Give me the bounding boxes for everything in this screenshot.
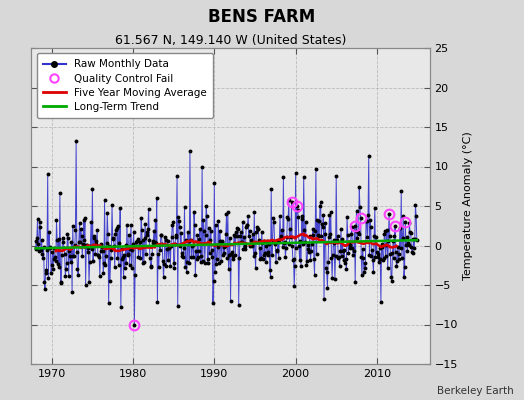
- Legend: Raw Monthly Data, Quality Control Fail, Five Year Moving Average, Long-Term Tren: Raw Monthly Data, Quality Control Fail, …: [37, 53, 213, 118]
- Text: Berkeley Earth: Berkeley Earth: [437, 386, 514, 396]
- Y-axis label: Temperature Anomaly (°C): Temperature Anomaly (°C): [463, 132, 474, 280]
- Text: BENS FARM: BENS FARM: [209, 8, 315, 26]
- Title: 61.567 N, 149.140 W (United States): 61.567 N, 149.140 W (United States): [115, 34, 346, 47]
